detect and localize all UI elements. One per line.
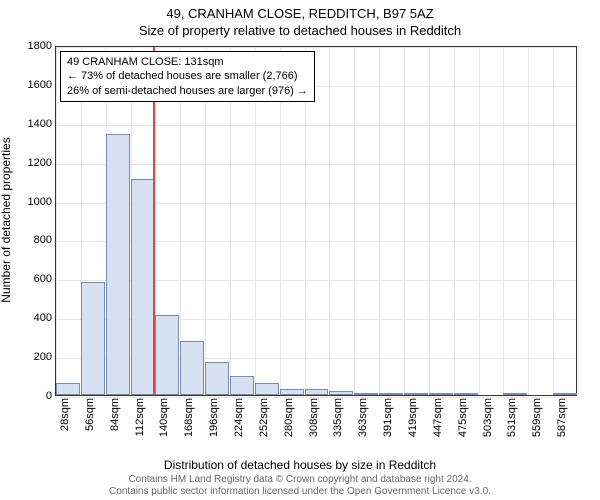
gridline-vertical [528,47,529,395]
histogram-bar [106,134,130,395]
gridline-vertical [379,47,380,395]
gridline-vertical [56,47,57,395]
gridline-vertical [454,47,455,395]
histogram-bar [379,393,403,395]
histogram-bar [503,393,527,395]
annotation-line: 49 CRANHAM CLOSE: 131sqm [67,55,308,69]
histogram-bar [255,383,279,395]
y-tick-label: 1600 [12,79,52,91]
histogram-bar [131,179,155,395]
x-tick-label: 168sqm [183,398,195,437]
histogram-bar [205,362,229,395]
histogram-bar [429,393,453,395]
x-tick-label: 84sqm [109,398,121,431]
histogram-bar [454,393,478,395]
x-tick-label: 56sqm [84,398,96,431]
attribution-line-2: Contains public sector information licen… [0,486,600,498]
x-tick-label: 447sqm [432,398,444,437]
y-tick-label: 400 [12,312,52,324]
gridline-horizontal [56,47,576,48]
annotation-box: 49 CRANHAM CLOSE: 131sqm← 73% of detache… [60,51,315,102]
histogram-bar [81,282,105,395]
x-tick-label: 363sqm [357,398,369,437]
gridline-vertical [578,47,579,395]
y-tick-label: 1400 [12,118,52,130]
y-tick-label: 1200 [12,157,52,169]
gridline-horizontal [56,125,576,126]
x-tick-label: 140sqm [158,398,170,437]
x-axis-label: Distribution of detached houses by size … [0,458,600,472]
chart-plot-area: 49 CRANHAM CLOSE: 131sqm← 73% of detache… [55,46,577,396]
annotation-line: ← 73% of detached houses are smaller (2,… [67,69,308,83]
histogram-bar [155,315,179,395]
x-tick-label: 280sqm [283,398,295,437]
histogram-bar [280,389,304,395]
x-tick-label: 335sqm [332,398,344,437]
x-tick-label: 503sqm [482,398,494,437]
y-tick-label: 200 [12,351,52,363]
gridline-vertical [553,47,554,395]
x-tick-label: 587sqm [556,398,568,437]
histogram-bar [180,341,204,395]
x-tick-label: 475sqm [457,398,469,437]
x-tick-label: 419sqm [407,398,419,437]
x-tick-label: 391sqm [382,398,394,437]
gridline-vertical [479,47,480,395]
gridline-horizontal [56,164,576,165]
attribution-text: Contains HM Land Registry data © Crown c… [0,474,600,498]
histogram-bar [404,393,428,395]
x-tick-label: 531sqm [506,398,518,437]
x-tick-label: 308sqm [308,398,320,437]
gridline-vertical [329,47,330,395]
gridline-vertical [503,47,504,395]
y-tick-label: 0 [12,390,52,402]
x-tick-label: 559sqm [531,398,543,437]
x-tick-label: 112sqm [134,398,146,436]
chart-title: 49, CRANHAM CLOSE, REDDITCH, B97 5AZ [0,0,600,21]
histogram-bar [305,389,329,395]
histogram-bar [329,391,353,395]
y-tick-label: 1000 [12,196,52,208]
chart-subtitle: Size of property relative to detached ho… [0,21,600,38]
histogram-bar [354,393,378,395]
x-tick-label: 252sqm [258,398,270,437]
y-tick-label: 800 [12,234,52,246]
y-tick-label: 600 [12,273,52,285]
attribution-line-1: Contains HM Land Registry data © Crown c… [0,474,600,486]
gridline-vertical [404,47,405,395]
histogram-bar [230,376,254,395]
x-tick-label: 196sqm [208,398,220,437]
y-tick-label: 1800 [12,40,52,52]
x-tick-label: 28sqm [59,398,71,431]
annotation-line: 26% of semi-detached houses are larger (… [67,84,308,98]
histogram-bar [56,383,80,395]
x-tick-label: 224sqm [233,398,245,437]
gridline-vertical [429,47,430,395]
gridline-vertical [354,47,355,395]
histogram-bar [553,393,577,395]
